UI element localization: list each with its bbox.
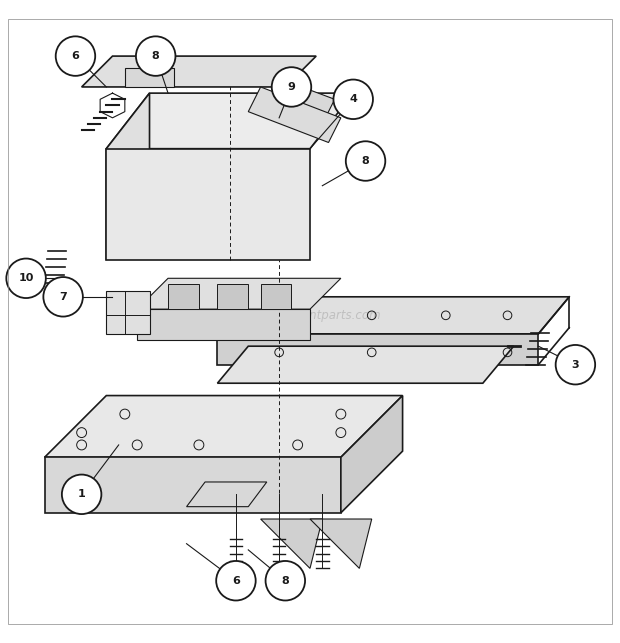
Polygon shape xyxy=(106,93,149,260)
FancyBboxPatch shape xyxy=(260,284,291,309)
Polygon shape xyxy=(106,93,353,149)
Polygon shape xyxy=(45,457,341,513)
Polygon shape xyxy=(310,519,372,568)
Text: 8: 8 xyxy=(152,51,159,61)
Circle shape xyxy=(272,68,311,107)
Circle shape xyxy=(265,561,305,601)
Circle shape xyxy=(334,80,373,119)
Polygon shape xyxy=(45,395,402,457)
Polygon shape xyxy=(106,291,149,334)
Circle shape xyxy=(43,277,83,316)
Circle shape xyxy=(56,37,95,76)
Circle shape xyxy=(556,345,595,385)
Polygon shape xyxy=(273,81,335,124)
Text: 7: 7 xyxy=(60,292,67,302)
Polygon shape xyxy=(82,56,316,87)
Text: 4: 4 xyxy=(349,95,357,104)
Polygon shape xyxy=(106,149,310,260)
FancyBboxPatch shape xyxy=(168,284,199,309)
Text: 6: 6 xyxy=(232,575,240,586)
Polygon shape xyxy=(260,519,322,568)
Circle shape xyxy=(136,37,175,76)
Polygon shape xyxy=(137,278,341,309)
Polygon shape xyxy=(187,482,267,507)
Circle shape xyxy=(6,258,46,298)
Text: 10: 10 xyxy=(19,273,33,284)
Circle shape xyxy=(346,141,385,181)
Circle shape xyxy=(62,475,102,514)
Text: 6: 6 xyxy=(71,51,79,61)
Text: 9: 9 xyxy=(288,82,295,92)
Polygon shape xyxy=(341,395,402,513)
Polygon shape xyxy=(218,346,514,383)
Polygon shape xyxy=(248,87,341,143)
Polygon shape xyxy=(218,334,538,365)
Polygon shape xyxy=(125,68,174,87)
Text: 1replacementparts.com: 1replacementparts.com xyxy=(239,309,381,322)
Text: 3: 3 xyxy=(572,359,579,370)
FancyBboxPatch shape xyxy=(218,284,248,309)
Text: 8: 8 xyxy=(281,575,289,586)
Polygon shape xyxy=(218,297,569,334)
Text: 8: 8 xyxy=(361,156,370,166)
Circle shape xyxy=(216,561,255,601)
Text: 1: 1 xyxy=(78,489,86,500)
Polygon shape xyxy=(137,309,310,340)
